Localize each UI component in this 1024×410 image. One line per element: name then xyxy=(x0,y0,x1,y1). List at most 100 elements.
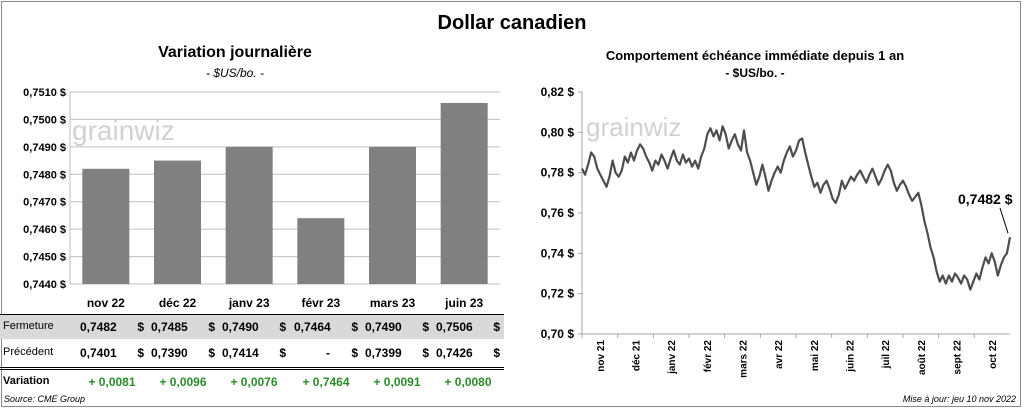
y-tick-label: 0,70 $ xyxy=(541,327,575,341)
cell-value: 0,7401 xyxy=(80,346,117,360)
bar-janv-23 xyxy=(225,146,273,284)
table-double-rule xyxy=(0,367,504,370)
currency-symbol: $ xyxy=(351,320,358,334)
update-note: Mise à jour: jeu 10 nov 2022 xyxy=(902,394,1016,404)
table-cell-variation: + 0,0081 xyxy=(80,375,144,391)
table-row-fermeture: Fermeture 0,7482 $0,7485 $0,7490 $0,7464 $0,… xyxy=(0,315,504,339)
y-tick-label: 0,7510 $ xyxy=(23,87,66,99)
cell-value: 0,7485 xyxy=(151,320,188,334)
currency-symbol: $ xyxy=(493,346,500,360)
currency-symbol: $ xyxy=(422,346,429,360)
cell-value: 0,7464 xyxy=(294,320,331,334)
table-cell-precedent: 0,7401 $ xyxy=(80,346,144,362)
cell-value: 0,7399 xyxy=(365,346,402,360)
y-tick-label: 0,7460 $ xyxy=(23,224,66,236)
table-row-variation: Variation + 0,0081 + 0,0096 + 0,0076 + 0,74… xyxy=(0,370,504,394)
bar-déc-22 xyxy=(154,160,201,284)
table-cell-precedent: 0,7399 $ xyxy=(365,346,429,362)
x-tick-label: avr 22 xyxy=(774,340,785,369)
currency-symbol: $ xyxy=(279,320,286,334)
currency-symbol: $ xyxy=(137,320,144,334)
currency-symbol: $ xyxy=(279,346,286,360)
y-tick-label: 0,7450 $ xyxy=(23,252,66,264)
y-tick-label: 0,76 $ xyxy=(541,206,575,220)
x-tick-label: nov 22 xyxy=(87,296,125,310)
currency-symbol: $ xyxy=(208,320,215,334)
row-label-variation: Variation xyxy=(3,375,50,387)
table-cell-variation: + 0,0076 xyxy=(222,375,286,391)
variation-value: + 0,0081 xyxy=(88,375,136,389)
x-tick-label: juin 22 xyxy=(846,340,857,373)
currency-symbol: $ xyxy=(137,346,144,360)
y-tick-label: 0,7490 $ xyxy=(23,142,66,154)
cell-value: 0,7414 xyxy=(222,346,259,360)
cell-value: 0,7426 xyxy=(436,346,473,360)
x-tick-label: mai 22 xyxy=(810,340,821,372)
bar-chart-watermark: grainwiz xyxy=(72,115,175,146)
bar-chart-unit: - $US/bo. - xyxy=(205,66,265,80)
y-tick-label: 0,7480 $ xyxy=(23,169,66,181)
x-tick-label: janv 22 xyxy=(667,340,678,375)
bar-mars-23 xyxy=(369,146,416,284)
table-cell-precedent: 0,7426 $ xyxy=(436,346,500,362)
table-cell-variation: + 0,7464 xyxy=(294,375,358,391)
line-chart-title: Comportement échéance immédiate depuis 1… xyxy=(605,48,905,63)
table-cell-variation: + 0,0080 xyxy=(436,375,500,391)
y-tick-label: 0,80 $ xyxy=(541,125,575,139)
y-tick-label: 0,7500 $ xyxy=(23,114,66,126)
x-tick-label: sept 22 xyxy=(953,340,964,375)
x-tick-label: févr 22 xyxy=(703,340,714,373)
cell-value: 0,7482 xyxy=(80,320,117,334)
y-tick-label: 0,72 $ xyxy=(541,287,575,301)
table-cell-precedent: - $ xyxy=(294,346,358,362)
row-label-precedent: Précédent xyxy=(3,346,54,358)
cell-value: 0,7490 xyxy=(365,320,402,334)
table-cell-fermeture: 0,7464 $ xyxy=(294,320,358,336)
last-value-label: 0,7482 $ xyxy=(958,191,1013,207)
variation-value: + 0,0080 xyxy=(444,375,492,389)
y-tick-label: 0,7470 $ xyxy=(23,197,66,209)
table-cell-variation: + 0,0091 xyxy=(365,375,429,391)
x-tick-label: déc 22 xyxy=(159,296,197,310)
x-tick-label: juin 23 xyxy=(444,296,483,310)
cell-value: 0,7506 xyxy=(436,320,473,334)
currency-symbol: $ xyxy=(422,320,429,334)
x-tick-label: nov 21 xyxy=(596,340,607,372)
bar-chart: 0,7440 $ 0,7450 $ 0,7460 $ 0,7470 $ 0,7480 $… xyxy=(23,87,500,310)
x-tick-label: janv 23 xyxy=(228,296,270,310)
bar-juin-23 xyxy=(440,102,488,284)
x-tick-label: juil 22 xyxy=(881,340,892,370)
variation-value: + 0,7464 xyxy=(302,375,350,389)
table-cell-precedent: 0,7414 $ xyxy=(222,346,286,362)
y-tick-label: 0,82 $ xyxy=(541,85,575,99)
variation-value: + 0,0096 xyxy=(159,375,207,389)
cell-value: - xyxy=(326,346,330,360)
y-tick-label: 0,78 $ xyxy=(541,166,575,180)
x-tick-label: mars 23 xyxy=(370,296,416,310)
series-line xyxy=(581,125,1012,291)
x-tick-label: oct 22 xyxy=(988,340,999,369)
y-tick-label: 0,74 $ xyxy=(541,246,575,260)
y-tick-label: 0,7440 $ xyxy=(23,279,66,291)
source-note: Source: CME Group xyxy=(4,394,86,404)
currency-symbol: $ xyxy=(208,346,215,360)
table-cell-fermeture: 0,7490 $ xyxy=(222,320,286,336)
table-cell-fermeture: 0,7485 $ xyxy=(151,320,215,336)
bar-nov-22 xyxy=(82,168,130,284)
table-cell-precedent: 0,7390 $ xyxy=(151,346,215,362)
line-chart: 0,70 $ 0,72 $ 0,74 $ 0,76 $ 0,78 $ 0,80 $ 0,82… xyxy=(541,85,1013,378)
variation-value: + 0,0091 xyxy=(373,375,421,389)
bar-chart-title: Variation journalière xyxy=(158,44,312,61)
cell-value: 0,7490 xyxy=(222,320,259,334)
table-row-precedent: Précédent 0,7401 $0,7390 $0,7414 $ - $0,7399 $… xyxy=(0,341,504,365)
x-tick-label: févr 23 xyxy=(301,296,340,310)
row-label-fermeture: Fermeture xyxy=(3,320,54,332)
bar-févr-23 xyxy=(297,218,345,284)
line-chart-watermark: grainwiz xyxy=(586,112,681,142)
line-chart-unit: - $US/bo. - xyxy=(725,66,785,80)
table-cell-fermeture: 0,7506 $ xyxy=(436,320,500,336)
last-value-leader xyxy=(999,207,1009,234)
table-cell-fermeture: 0,7490 $ xyxy=(365,320,429,336)
x-tick-label: mars 22 xyxy=(739,340,750,378)
